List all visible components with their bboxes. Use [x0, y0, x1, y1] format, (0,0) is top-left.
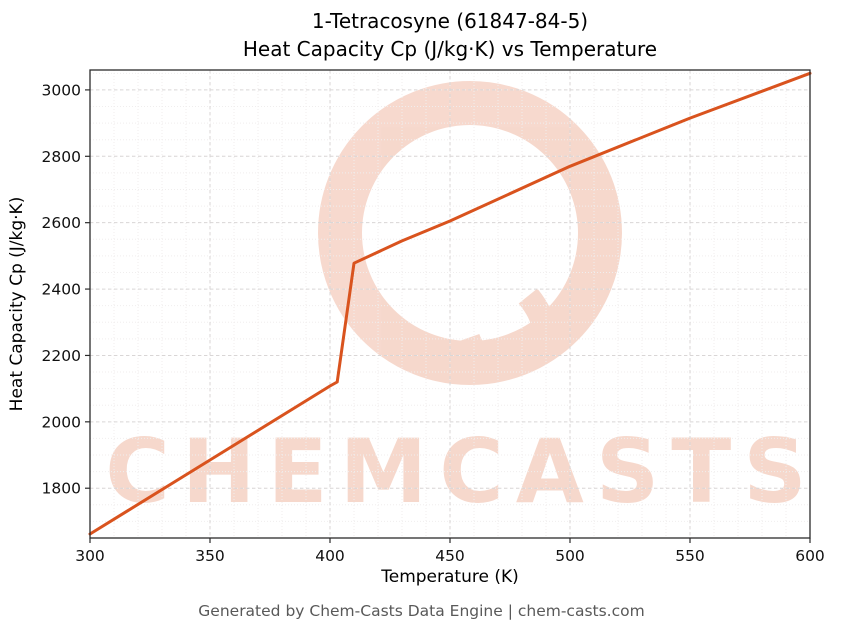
y-tick-label: 2200 [42, 347, 81, 365]
watermark-logo-ring [318, 81, 622, 385]
y-tick-label: 1800 [42, 480, 81, 498]
y-axis-label: Heat Capacity Cp (J/kg·K) [7, 197, 27, 412]
y-tick-label: 2600 [42, 214, 81, 232]
x-axis-label: Temperature (K) [380, 567, 519, 587]
x-tick-label: 550 [675, 547, 705, 565]
x-tick-label: 300 [75, 547, 105, 565]
x-tick-label: 500 [555, 547, 585, 565]
x-tick-label: 400 [315, 547, 345, 565]
footer-credit: Generated by Chem-Casts Data Engine | ch… [198, 602, 645, 620]
watermark-logo-swirl [456, 288, 556, 374]
y-tick-label: 3000 [42, 81, 81, 99]
data-series-line [88, 71, 812, 536]
x-tick-label: 600 [795, 547, 825, 565]
y-tick-label: 2800 [42, 148, 81, 166]
y-tick-label: 2400 [42, 281, 81, 299]
chart-header: 1-Tetracosyne (61847-84-5) Heat Capacity… [90, 7, 810, 63]
x-tick-label: 450 [435, 547, 465, 565]
y-tick-label: 2000 [42, 413, 81, 431]
chart-title: 1-Tetracosyne (61847-84-5) [311, 9, 589, 33]
chart-subtitle: Heat Capacity Cp (J/kg·K) vs Temperature [242, 37, 658, 61]
x-tick-label: 350 [195, 547, 225, 565]
